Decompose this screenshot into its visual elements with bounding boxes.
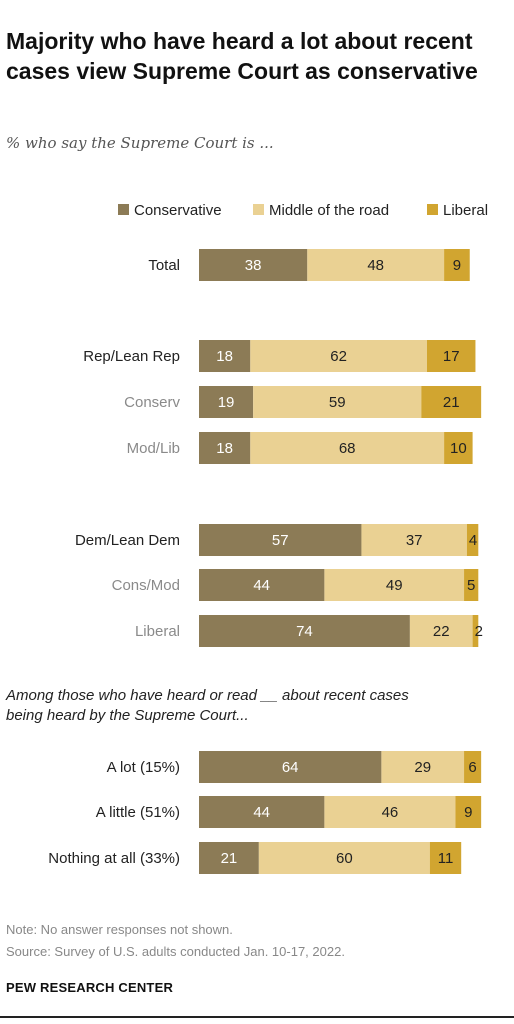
value-label-middle-of-the-road-conserv: 59 xyxy=(329,394,346,411)
value-label-conservative-a-lot-15: 64 xyxy=(282,759,299,776)
legend-swatch-conservative xyxy=(118,203,129,215)
bar-conservative-a-little-51 xyxy=(199,796,325,828)
row-label-conserv: Conserv xyxy=(124,394,180,411)
bar-liberal-a-little-51 xyxy=(455,796,482,828)
bar-middle-of-the-road-dem-lean-dem xyxy=(361,524,467,556)
row-label-mod-lib: Mod/Lib xyxy=(127,440,180,457)
legend-item-conservative: Conservative xyxy=(118,202,222,222)
bar-middle-of-the-road-total xyxy=(307,249,445,281)
bar-liberal-total xyxy=(444,249,470,281)
value-label-middle-of-the-road-a-lot-15: 29 xyxy=(414,759,431,776)
value-label-middle-of-the-road-dem-lean-dem: 37 xyxy=(406,532,423,549)
bar-conservative-mod-lib xyxy=(199,432,251,464)
bottom-rule xyxy=(0,1016,514,1018)
bar-conservative-cons-mod xyxy=(199,569,325,601)
legend-swatch-liberal xyxy=(427,203,438,215)
bar-conservative-dem-lean-dem xyxy=(199,524,362,556)
source-text: Source: Survey of U.S. adults conducted … xyxy=(6,944,345,959)
row-label-a-little-51: A little (51%) xyxy=(96,804,180,821)
bar-liberal-conserv xyxy=(421,386,482,418)
value-label-conservative-cons-mod: 44 xyxy=(253,577,270,594)
bar-middle-of-the-road-nothing-at-all-33 xyxy=(258,842,430,874)
bar-conservative-liberal xyxy=(199,615,410,647)
row-label-rep-lean-rep: Rep/Lean Rep xyxy=(83,348,180,365)
chart-title: Majority who have heard a lot about rece… xyxy=(6,28,478,84)
value-label-middle-of-the-road-rep-lean-rep: 62 xyxy=(330,348,347,365)
value-label-conservative-mod-lib: 18 xyxy=(216,440,233,457)
bar-middle-of-the-road-mod-lib xyxy=(250,432,445,464)
row-label-a-lot-15: A lot (15%) xyxy=(107,759,180,776)
legend-label-middle: Middle of the road xyxy=(269,202,390,219)
value-label-liberal-rep-lean-rep: 17 xyxy=(443,348,460,365)
legend-label-conservative: Conservative xyxy=(134,202,222,219)
chart-subtitle: % who say the Supreme Court is ... xyxy=(6,134,274,152)
row-label-cons-mod: Cons/Mod xyxy=(112,577,180,594)
value-label-middle-of-the-road-a-little-51: 46 xyxy=(382,804,399,821)
bar-middle-of-the-road-conserv xyxy=(253,386,422,418)
value-label-conservative-dem-lean-dem: 57 xyxy=(272,532,289,549)
bar-conservative-nothing-at-all-33 xyxy=(199,842,259,874)
value-label-liberal-mod-lib: 10 xyxy=(450,440,467,457)
legend-item-liberal: Liberal xyxy=(427,202,488,222)
group-note: Among those who have heard or read __ ab… xyxy=(6,687,409,724)
legend-item-middle: Middle of the road xyxy=(253,202,389,222)
value-label-liberal-conserv: 21 xyxy=(443,394,460,411)
value-label-liberal-dem-lean-dem: 4 xyxy=(469,532,477,549)
value-label-middle-of-the-road-mod-lib: 68 xyxy=(339,440,356,457)
value-label-liberal-liberal: 2 xyxy=(475,623,483,640)
bar-conservative-rep-lean-rep xyxy=(199,340,251,372)
bar-liberal-cons-mod xyxy=(464,569,479,601)
value-label-conservative-a-little-51: 44 xyxy=(253,804,270,821)
note-text: Note: No answer responses not shown. xyxy=(6,922,233,937)
value-label-conservative-rep-lean-rep: 18 xyxy=(216,348,233,365)
bar-middle-of-the-road-a-little-51 xyxy=(324,796,456,828)
value-label-liberal-nothing-at-all-33: 11 xyxy=(438,850,454,867)
value-label-conservative-conserv: 19 xyxy=(218,394,235,411)
bar-conservative-conserv xyxy=(199,386,254,418)
legend: Conservative Middle of the road Liberal xyxy=(0,202,514,222)
value-label-liberal-a-lot-15: 6 xyxy=(468,759,476,776)
value-label-middle-of-the-road-total: 48 xyxy=(367,257,384,274)
value-label-liberal-total: 9 xyxy=(453,257,461,274)
bar-middle-of-the-road-a-lot-15 xyxy=(381,751,465,783)
bar-middle-of-the-road-rep-lean-rep xyxy=(250,340,427,372)
row-label-nothing-at-all-33: Nothing at all (33%) xyxy=(48,850,180,867)
brand-label: PEW RESEARCH CENTER xyxy=(6,980,174,995)
bar-liberal-mod-lib xyxy=(444,432,473,464)
bar-liberal-liberal xyxy=(472,615,479,647)
bar-middle-of-the-road-liberal xyxy=(409,615,473,647)
bar-liberal-rep-lean-rep xyxy=(427,340,476,372)
value-label-conservative-liberal: 74 xyxy=(296,623,313,640)
row-label-liberal: Liberal xyxy=(135,623,180,640)
legend-label-liberal: Liberal xyxy=(443,202,489,219)
legend-swatch-middle xyxy=(253,203,264,215)
bar-conservative-a-lot-15 xyxy=(199,751,382,783)
value-label-middle-of-the-road-cons-mod: 49 xyxy=(386,577,403,594)
value-label-conservative-total: 38 xyxy=(245,257,262,274)
bar-liberal-a-lot-15 xyxy=(464,751,482,783)
value-label-liberal-cons-mod: 5 xyxy=(467,577,475,594)
value-label-liberal-a-little-51: 9 xyxy=(464,804,472,821)
bar-liberal-nothing-at-all-33 xyxy=(429,842,462,874)
value-label-middle-of-the-road-nothing-at-all-33: 60 xyxy=(336,850,353,867)
bar-conservative-total xyxy=(199,249,308,281)
bar-liberal-dem-lean-dem xyxy=(466,524,479,556)
row-label-dem-lean-dem: Dem/Lean Dem xyxy=(75,532,180,549)
value-label-middle-of-the-road-liberal: 22 xyxy=(433,623,450,640)
row-label-total: Total xyxy=(148,257,180,274)
bar-middle-of-the-road-cons-mod xyxy=(324,569,465,601)
value-label-conservative-nothing-at-all-33: 21 xyxy=(221,850,238,867)
